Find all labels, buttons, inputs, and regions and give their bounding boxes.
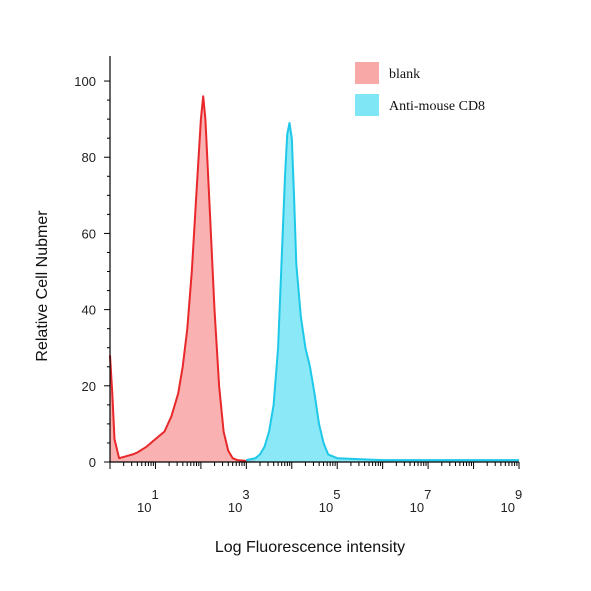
x-tick-base: 10 <box>319 500 333 515</box>
x-tick-exponent: 7 <box>424 487 431 502</box>
y-tick-label: 40 <box>82 303 96 318</box>
y-tick-label: 20 <box>82 379 96 394</box>
x-tick-label: 109 <box>501 487 523 515</box>
legend-swatch-1 <box>355 94 379 116</box>
x-tick-label: 105 <box>319 487 341 515</box>
legend-label-1: Anti-mouse CD8 <box>389 99 485 114</box>
x-tick-base: 10 <box>228 500 242 515</box>
x-tick-exponent: 3 <box>242 487 249 502</box>
x-tick-label: 103 <box>228 487 250 515</box>
x-tick-base: 10 <box>410 500 424 515</box>
x-tick-exponent: 1 <box>151 487 158 502</box>
y-tick-label: 80 <box>82 150 96 165</box>
series-area-0 <box>110 96 256 463</box>
x-tick-label: 107 <box>410 487 432 515</box>
x-tick-base: 10 <box>501 500 515 515</box>
x-tick-base: 10 <box>137 500 151 515</box>
series-area-1 <box>246 123 520 462</box>
y-tick-label: 60 <box>82 226 96 241</box>
legend: blank Anti-mouse CD8 <box>355 62 485 116</box>
x-tick-label: 101 <box>137 487 159 515</box>
x-tick-exponent: 9 <box>515 487 522 502</box>
y-tick-label: 100 <box>74 74 96 89</box>
series-layer <box>109 95 520 463</box>
y-axis-label: Relative Cell Nubmer <box>34 210 51 362</box>
x-axis-label: Log Fluorescence intensity <box>215 539 405 556</box>
y-tick-label: 0 <box>89 455 96 470</box>
legend-swatch-0 <box>355 62 379 84</box>
legend-label-0: blank <box>389 67 420 82</box>
series-line-0 <box>109 95 256 462</box>
series-line-1 <box>246 122 519 462</box>
x-tick-exponent: 5 <box>333 487 340 502</box>
